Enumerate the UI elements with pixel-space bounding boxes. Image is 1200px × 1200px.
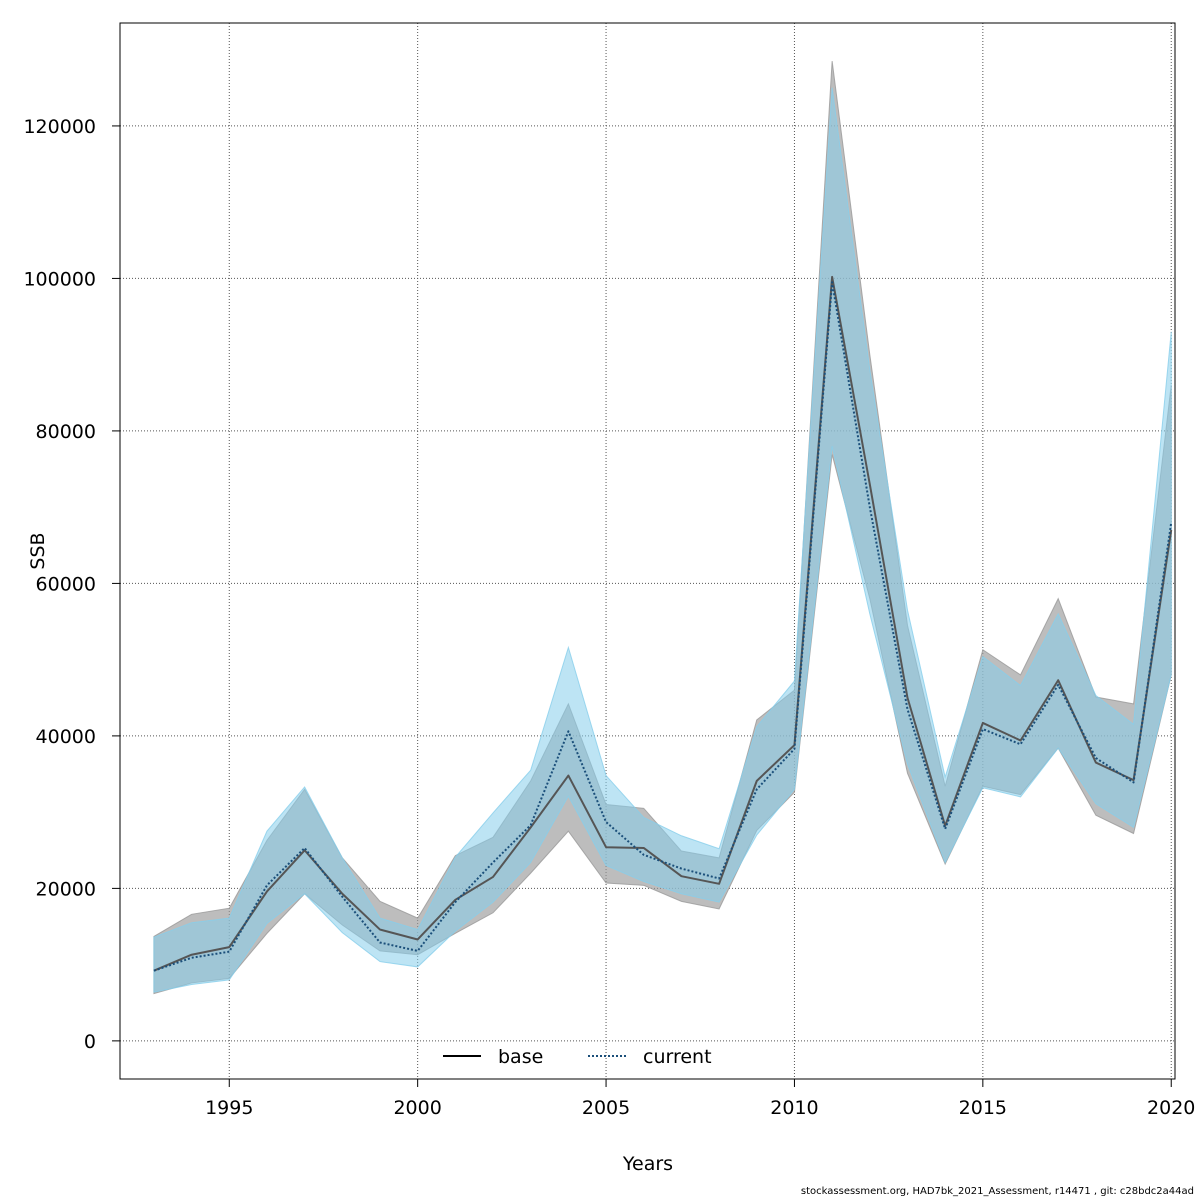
x-tick-label: 2015 <box>959 1097 1007 1119</box>
y-axis-title: SSB <box>27 532 49 569</box>
x-tick-label: 2005 <box>582 1097 630 1119</box>
legend-label-base: base <box>498 1046 543 1068</box>
x-tick-label: 2010 <box>770 1097 818 1119</box>
confidence-bands <box>153 61 1172 995</box>
y-tick-label: 40000 <box>36 726 96 748</box>
confidence-band-current <box>153 87 1172 993</box>
series-line-current <box>153 281 1173 972</box>
y-tick-label: 100000 <box>23 268 96 290</box>
footer-credit: stockassessment.org, HAD7bk_2021_Assessm… <box>800 1186 1194 1197</box>
x-axis: 1995 2000 2005 2010 2015 2020 <box>205 1079 1195 1119</box>
legend: base current <box>443 1046 712 1068</box>
x-tick-label: 1995 <box>205 1097 253 1119</box>
x-axis-title: Years <box>622 1153 673 1175</box>
y-axis: 0 20000 40000 60000 80000 100000 120000 <box>23 116 120 1053</box>
x-tick-label: 2020 <box>1147 1097 1195 1119</box>
x-tick-label: 2000 <box>393 1097 441 1119</box>
legend-label-current: current <box>643 1046 712 1068</box>
y-tick-label: 120000 <box>23 116 96 138</box>
y-tick-label: 80000 <box>36 421 96 443</box>
series-lines <box>153 275 1173 972</box>
y-tick-label: 0 <box>84 1031 96 1053</box>
y-tick-label: 20000 <box>36 878 96 900</box>
y-tick-label: 60000 <box>36 573 96 595</box>
plot-frame <box>119 22 1176 1080</box>
grid <box>120 23 1175 1079</box>
